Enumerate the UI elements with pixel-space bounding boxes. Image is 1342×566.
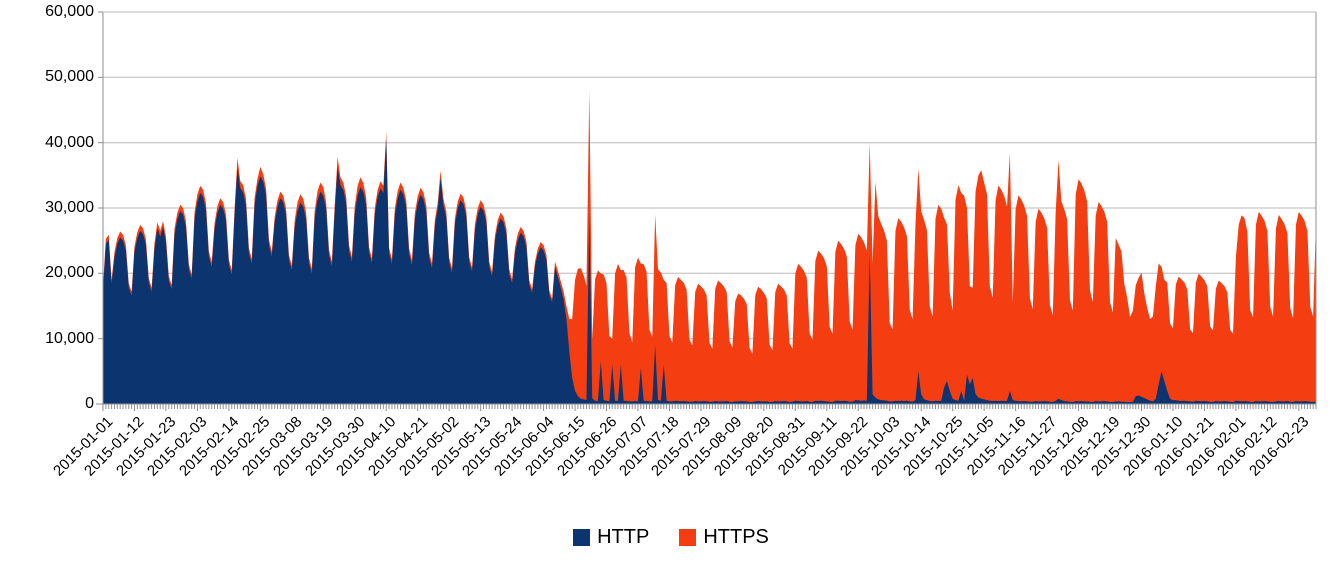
legend-label-https: HTTPS	[703, 526, 769, 548]
y-axis-label: 10,000	[45, 329, 94, 347]
y-axis-label: 30,000	[45, 199, 94, 216]
y-axis-label: 60,000	[45, 3, 94, 20]
legend-label-http: HTTP	[597, 526, 650, 548]
http-swatch-icon	[573, 529, 591, 546]
y-axis-label: 40,000	[45, 133, 94, 151]
legend-item-http: HTTP	[573, 526, 649, 549]
legend: HTTP HTTPS	[0, 526, 1342, 549]
y-axis-label: 20,000	[45, 264, 94, 282]
https-swatch-icon	[679, 529, 697, 546]
y-axis-label: 50,000	[45, 68, 94, 86]
legend-item-https: HTTPS	[679, 526, 769, 549]
y-axis-label: 0	[85, 395, 94, 412]
area-series-http	[103, 138, 1316, 404]
